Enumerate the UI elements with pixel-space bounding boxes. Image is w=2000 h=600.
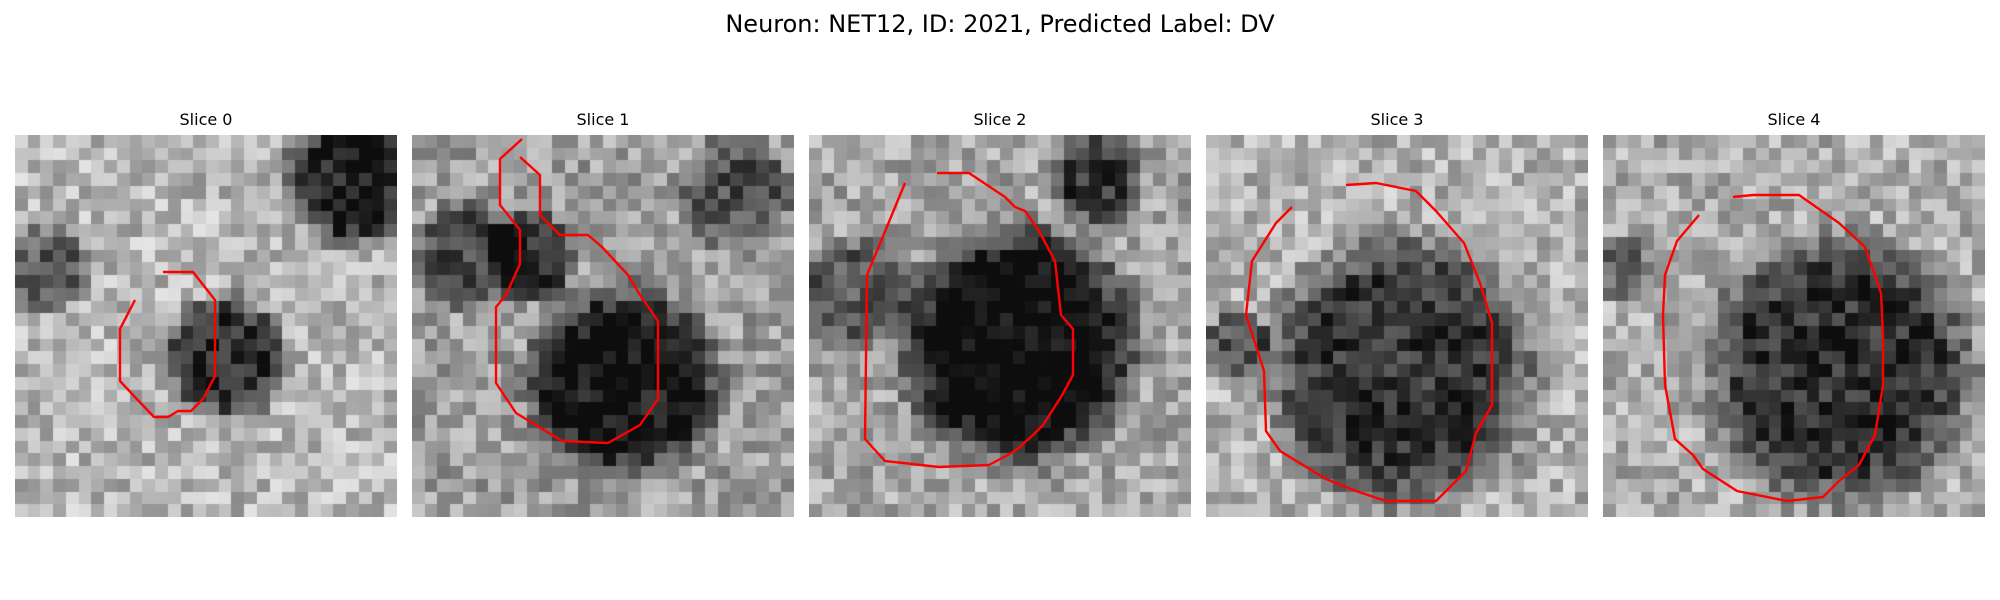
slice-title: Slice 0 [179, 110, 233, 129]
slice-title: Slice 2 [973, 110, 1027, 129]
slice-title: Slice 3 [1370, 110, 1424, 129]
slice-title: Slice 4 [1767, 110, 1821, 129]
slice-pixels [412, 135, 794, 517]
contour-line [118, 270, 217, 419]
contour-line [1661, 193, 1885, 503]
slice-image-2 [809, 135, 1191, 517]
figure-title: Neuron: NET12, ID: 2021, Predicted Label… [725, 10, 1275, 38]
slice-pixels [1603, 135, 1985, 517]
contour-line [494, 138, 660, 445]
slice-image-3 [1206, 135, 1588, 517]
slice-image-4 [1603, 135, 1985, 517]
contour-line [1244, 181, 1494, 503]
slice-title: Slice 1 [576, 110, 630, 129]
slice-pixels [15, 135, 397, 517]
slice-image-1 [412, 135, 794, 517]
slice-pixels [809, 135, 1191, 517]
contour-line [863, 171, 1075, 469]
slice-image-0 [15, 135, 397, 517]
slice-pixels [1206, 135, 1588, 517]
